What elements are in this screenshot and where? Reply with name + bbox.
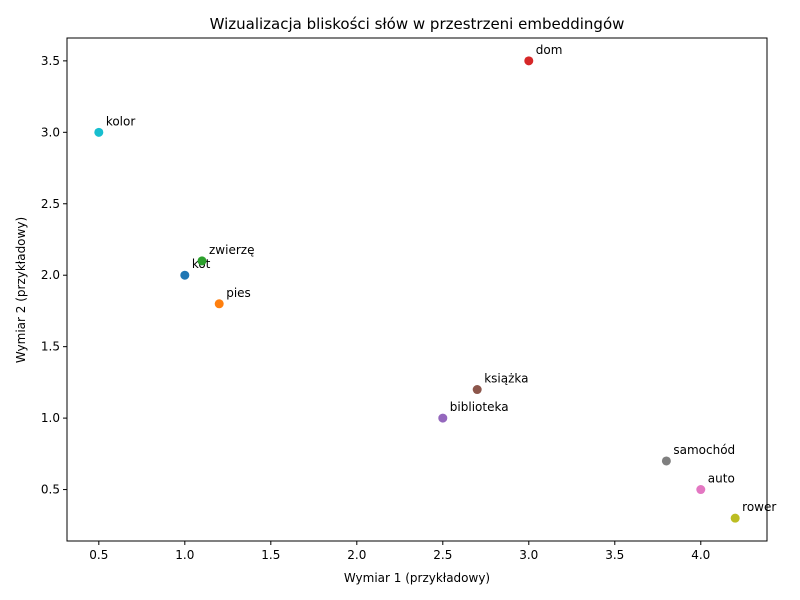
point [197,256,207,266]
x-tick-label: 2.0 [347,548,366,562]
point [524,56,534,66]
y-tick-label: 1.5 [41,340,60,354]
point [730,513,740,523]
point-label: auto [708,472,735,486]
x-tick-label: 1.0 [175,548,194,562]
point [94,127,104,137]
point-label: rower [742,500,776,514]
y-tick-label: 1.0 [41,411,60,425]
x-tick-label: 1.5 [261,548,280,562]
y-axis-label: Wymiar 2 (przykładowy) [14,217,28,363]
x-tick-label: 3.0 [519,548,538,562]
point-label: pies [226,286,251,300]
point-label: dom [536,43,563,57]
y-tick-label: 0.5 [41,483,60,497]
plot-frame [66,37,768,542]
point-label: samochód [673,443,735,457]
point [438,413,448,423]
point-label: biblioteka [450,400,509,414]
point [180,270,190,280]
x-tick-label: 3.5 [605,548,624,562]
y-tick-label: 3.5 [41,54,60,68]
y-tick-label: 2.0 [41,268,60,282]
y-tick-label: 2.5 [41,197,60,211]
point [214,299,224,309]
x-tick-label: 4.0 [691,548,710,562]
point [661,456,671,466]
x-tick-label: 0.5 [89,548,108,562]
x-axis-label: Wymiar 1 (przykładowy) [344,571,490,585]
x-tick-label: 2.5 [433,548,452,562]
y-tick-label: 3.0 [41,125,60,139]
point-label: zwierzę [209,243,254,257]
chart-title: Wizualizacja bliskości słów w przestrzen… [210,15,625,33]
point-label: kolor [106,114,136,128]
point [472,385,482,395]
point-label: książka [484,372,528,386]
point [696,485,706,495]
